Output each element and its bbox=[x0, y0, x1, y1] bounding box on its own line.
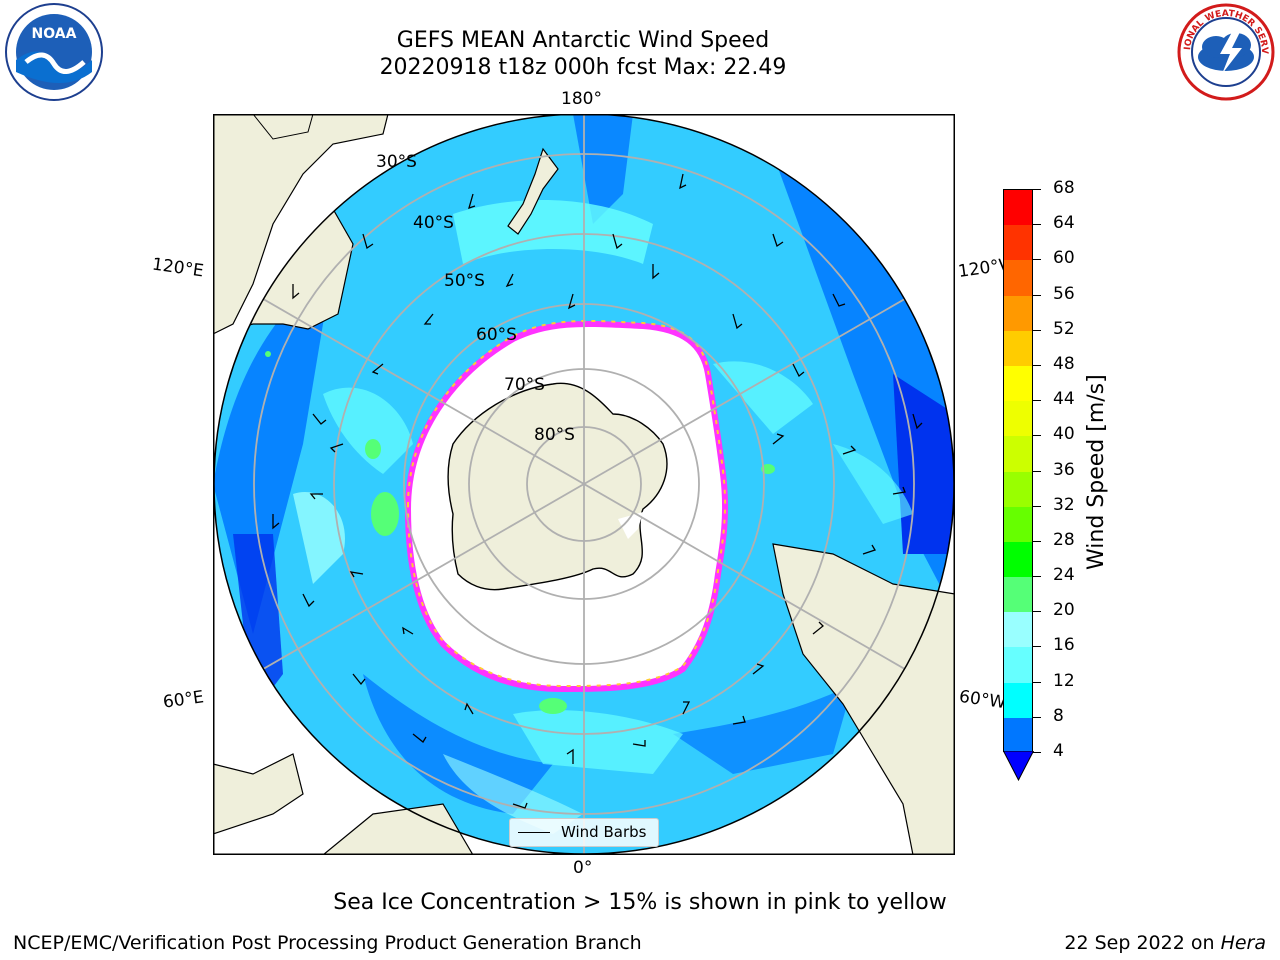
colorbar-tick-mark bbox=[1033, 752, 1041, 753]
colorbar-tick-mark bbox=[1033, 505, 1041, 507]
colorbar-extend-arrow-icon bbox=[1003, 751, 1034, 781]
noaa-logo-icon: NOAA bbox=[5, 3, 103, 101]
colorbar-segment bbox=[1004, 295, 1032, 333]
footer-date-text: 22 Sep 2022 on bbox=[1064, 932, 1221, 954]
noaa-logo-text: NOAA bbox=[32, 26, 77, 42]
colorbar-tick-label: 56 bbox=[1053, 283, 1075, 304]
lat-label-70s: 70°S bbox=[504, 375, 545, 395]
colorbar-tick-label: 24 bbox=[1053, 565, 1075, 586]
map-title: GEFS MEAN Antarctic Wind Speed bbox=[396, 28, 770, 53]
colorbar-label: Wind Speed [m/s] bbox=[1084, 374, 1109, 570]
colorbar-segment bbox=[1004, 682, 1032, 720]
lon-label-60w: 60°W bbox=[957, 686, 1008, 714]
colorbar-tick-mark bbox=[1033, 189, 1041, 190]
lon-label-60e: 60°E bbox=[161, 687, 206, 713]
colorbar-segment bbox=[1004, 612, 1032, 649]
colorbar-tick-mark bbox=[1033, 435, 1041, 437]
colorbar-tick-label: 52 bbox=[1053, 318, 1075, 339]
colorbar-tick-label: 20 bbox=[1053, 600, 1075, 621]
footer-host: Hera bbox=[1220, 932, 1266, 954]
australia-land bbox=[213, 114, 389, 335]
wind-barb-legend-line bbox=[518, 832, 550, 833]
colorbar-segment bbox=[1004, 330, 1032, 368]
colorbar-segment bbox=[1004, 717, 1032, 751]
colorbar-tick-label: 40 bbox=[1053, 424, 1075, 445]
lat-label-80s: 80°S bbox=[534, 425, 575, 445]
colorbar-segment bbox=[1004, 471, 1032, 509]
colorbar-tick-mark bbox=[1033, 259, 1041, 261]
colorbar-tick-label: 32 bbox=[1053, 494, 1075, 515]
new-zealand-land bbox=[507, 147, 559, 235]
colorbar-tick-label: 64 bbox=[1053, 213, 1075, 234]
colorbar-tick-mark bbox=[1033, 294, 1041, 296]
colorbar-tick-mark bbox=[1033, 646, 1041, 648]
colorbar-tick-mark bbox=[1033, 540, 1041, 542]
lon-label-180: 180° bbox=[561, 89, 602, 109]
colorbar-tick-label: 28 bbox=[1053, 529, 1075, 550]
colorbar-tick-mark bbox=[1033, 329, 1041, 331]
footer-branch: NCEP/EMC/Verification Post Processing Pr… bbox=[13, 932, 642, 954]
lat-label-40s: 40°S bbox=[413, 213, 454, 233]
lat-label-60s: 60°S bbox=[476, 325, 517, 345]
colorbar-tick-label: 8 bbox=[1053, 705, 1064, 726]
colorbar-tick-mark bbox=[1033, 611, 1041, 613]
madagascar-land bbox=[213, 753, 304, 835]
colorbar-segment bbox=[1004, 647, 1032, 685]
nws-logo-icon: NATIONAL WEATHER SERVICE bbox=[1176, 2, 1275, 101]
colorbar-segment bbox=[1004, 577, 1032, 614]
colorbar-segment bbox=[1004, 506, 1032, 544]
colorbar-segment bbox=[1004, 190, 1032, 227]
colorbar-segment bbox=[1004, 225, 1032, 262]
colorbar-tick-label: 48 bbox=[1053, 353, 1075, 374]
map-subtitle: 20220918 t18z 000h fcst Max: 22.49 bbox=[379, 55, 787, 80]
map-legend: Wind Barbs bbox=[509, 818, 659, 847]
colorbar bbox=[1003, 189, 1033, 752]
sea-ice-caption: Sea Ice Concentration > 15% is shown in … bbox=[333, 890, 947, 915]
colorbar-tick-mark bbox=[1033, 716, 1041, 718]
lon-label-0: 0° bbox=[573, 858, 593, 878]
colorbar-segment bbox=[1004, 401, 1032, 438]
colorbar-tick-label: 68 bbox=[1053, 178, 1075, 198]
colorbar-segment bbox=[1004, 260, 1032, 298]
colorbar-tick-mark bbox=[1033, 400, 1041, 402]
colorbar-tick-mark bbox=[1033, 470, 1041, 472]
colorbar-tick-label: 60 bbox=[1053, 248, 1075, 269]
colorbar-tick-label: 4 bbox=[1053, 741, 1064, 761]
colorbar-tick-mark bbox=[1033, 224, 1041, 226]
colorbar-tick-mark bbox=[1033, 576, 1041, 578]
wind-barb-legend-label: Wind Barbs bbox=[561, 823, 647, 841]
lat-label-50s: 50°S bbox=[444, 271, 485, 291]
colorbar-segment bbox=[1004, 436, 1032, 473]
colorbar-tick-mark bbox=[1033, 681, 1041, 683]
polar-map bbox=[213, 114, 955, 855]
lon-label-120e: 120°E bbox=[150, 254, 205, 282]
colorbar-segment bbox=[1004, 541, 1032, 579]
colorbar-tick-label: 16 bbox=[1053, 635, 1075, 656]
lat-label-30s: 30°S bbox=[376, 152, 417, 172]
colorbar-tick-label: 44 bbox=[1053, 389, 1075, 410]
colorbar-segment bbox=[1004, 365, 1032, 403]
colorbar-tick-label: 12 bbox=[1053, 670, 1075, 691]
colorbar-tick-mark bbox=[1033, 364, 1041, 366]
footer-date: 22 Sep 2022 on Hera bbox=[1064, 932, 1266, 954]
colorbar-tick-label: 36 bbox=[1053, 459, 1075, 480]
